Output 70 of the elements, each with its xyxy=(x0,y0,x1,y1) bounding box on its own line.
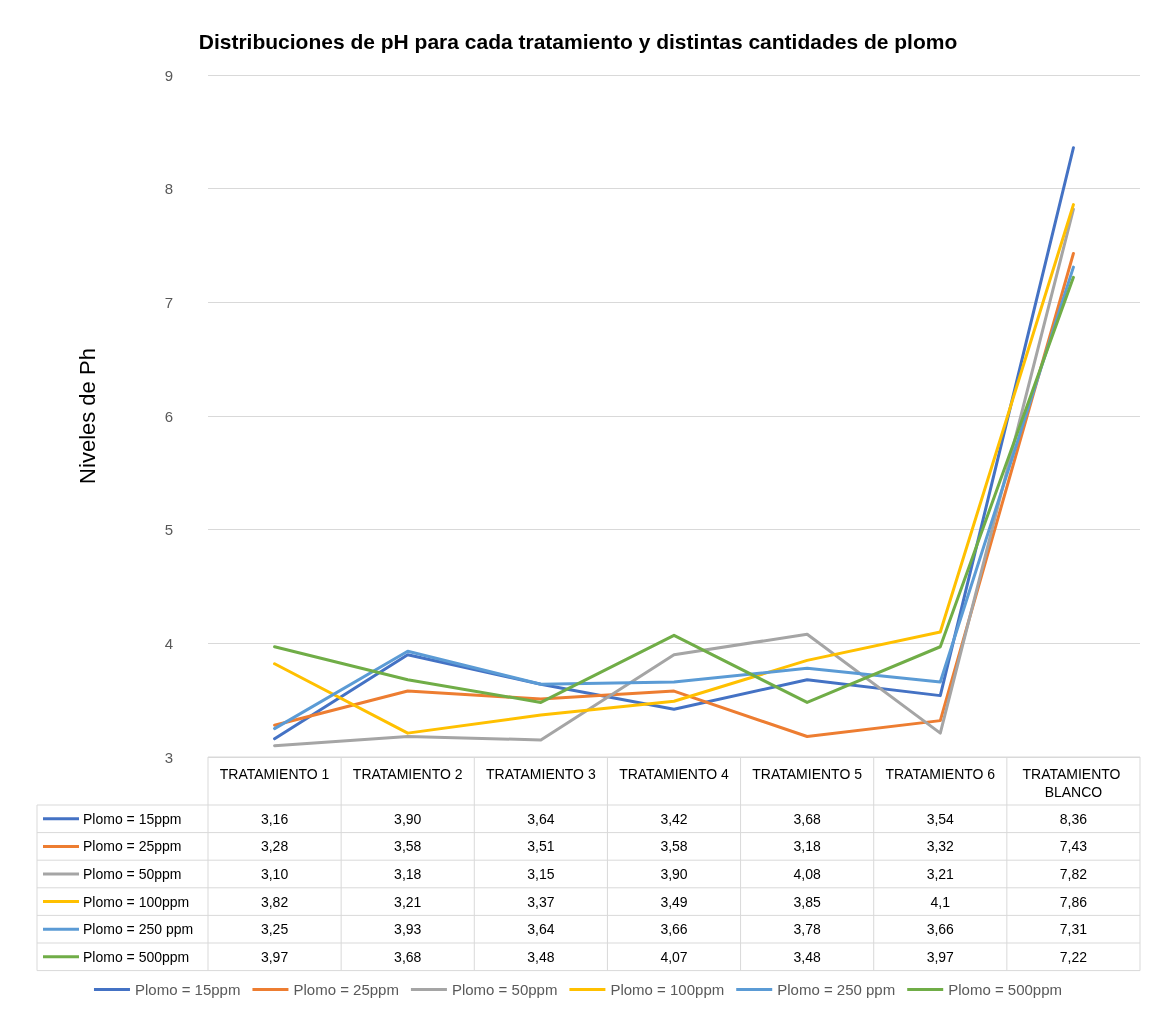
x-tick-label: TRATAMIENTO 6 xyxy=(885,766,996,782)
data-label: 3,42 xyxy=(660,810,688,827)
y-tick-label: 7 xyxy=(164,293,173,311)
data-label: 3,66 xyxy=(660,921,688,938)
legend-label: Plomo = 25ppm xyxy=(83,838,182,855)
y-tick-label: 4 xyxy=(164,634,173,652)
data-label: 3,66 xyxy=(926,921,955,938)
x-tick-label: TRATAMIENTO 2 xyxy=(352,766,463,782)
data-label: 4,07 xyxy=(660,948,688,965)
legend-label: Plomo = 15ppm xyxy=(83,810,182,827)
legend-label: Plomo = 250 ppm xyxy=(83,921,194,938)
text: Plomo = 50ppm xyxy=(451,981,558,998)
data-label: 3,64 xyxy=(527,921,555,938)
y-axis-title: Niveles de Ph xyxy=(74,348,100,484)
data-label: 7,86 xyxy=(1059,893,1088,910)
data-label: 7,43 xyxy=(1059,838,1088,855)
data-label: 3,93 xyxy=(394,921,422,938)
x-tick-label: TRATAMIENTO 5 xyxy=(752,766,863,782)
data-label: 3,18 xyxy=(793,838,821,855)
legend-label: Plomo = 50ppm xyxy=(83,866,182,882)
data-label: 3,82 xyxy=(260,893,289,910)
data-label: 3,15 xyxy=(527,866,555,882)
data-label: 3,68 xyxy=(394,948,422,965)
data-label: 3,54 xyxy=(926,810,955,827)
x-tick-label: TRATAMIENTO 1 xyxy=(219,766,330,782)
text: Plomo = 250 ppm xyxy=(777,981,896,998)
x-tick-label: TRATAMIENTO 4 xyxy=(619,766,730,782)
data-label: 3,48 xyxy=(527,948,555,965)
data-label: 7,82 xyxy=(1059,866,1088,882)
data-label: 3,21 xyxy=(394,893,422,910)
data-label: 3,85 xyxy=(793,893,821,910)
data-label: 3,58 xyxy=(394,838,422,855)
data-label: 8,36 xyxy=(1059,810,1088,827)
data-label: 3,32 xyxy=(926,838,955,855)
x-tick-label: TRATAMIENTO BLANCO xyxy=(1022,766,1125,800)
data-label: 3,25 xyxy=(260,921,289,938)
data-label: 3,21 xyxy=(926,866,955,882)
data-label: 7,31 xyxy=(1059,921,1088,938)
data-label: 3,51 xyxy=(527,838,555,855)
data-label: 3,10 xyxy=(260,866,289,882)
data-label: 3,48 xyxy=(793,948,821,965)
data-label: 3,90 xyxy=(660,866,688,882)
data-label: 3,18 xyxy=(394,866,422,882)
text: Plomo = 25ppm xyxy=(293,981,399,998)
y-tick-label: 6 xyxy=(164,407,173,425)
y-tick-label: 9 xyxy=(164,66,173,84)
y-tick-label: 3 xyxy=(164,748,173,766)
data-label: 3,16 xyxy=(260,810,289,827)
data-label: 3,90 xyxy=(394,810,422,827)
data-label: 3,68 xyxy=(793,810,821,827)
data-label: 3,49 xyxy=(660,893,688,910)
text: Plomo = 15ppm xyxy=(134,981,241,998)
data-label: 3,64 xyxy=(527,810,555,827)
text: Plomo = 500ppm xyxy=(948,981,1063,998)
data-label: 7,22 xyxy=(1059,948,1088,965)
y-tick-label: 8 xyxy=(164,180,173,198)
data-label: 3,28 xyxy=(260,838,289,855)
y-tick-label: 5 xyxy=(164,521,173,539)
data-label: 3,97 xyxy=(926,948,955,965)
chart-title: Distribuciones de pH para cada tratamiento y distintas cantidades de plomo xyxy=(198,30,958,53)
legend-label: Plomo = 100ppm xyxy=(83,893,190,910)
data-label: 3,37 xyxy=(527,893,555,910)
data-label: 3,97 xyxy=(260,948,289,965)
data-label: 3,58 xyxy=(660,838,688,855)
data-label: 3,78 xyxy=(793,921,821,938)
x-tick-label: TRATAMIENTO 3 xyxy=(486,766,596,782)
data-label: 4,1 xyxy=(930,893,951,910)
legend-label: Plomo = 500ppm xyxy=(83,948,190,965)
data-label: 4,08 xyxy=(793,866,821,882)
text: Plomo = 100ppm xyxy=(610,981,725,998)
